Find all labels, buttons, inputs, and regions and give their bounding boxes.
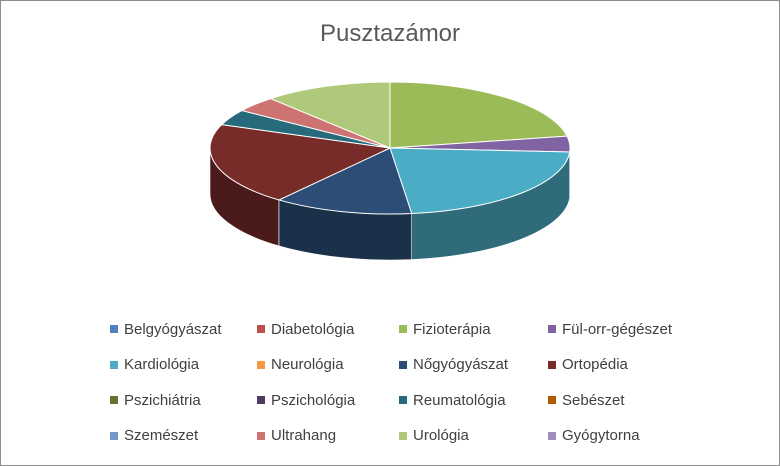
legend-label: Neurológia (271, 356, 344, 373)
legend-swatch (548, 396, 556, 404)
legend-swatch (110, 360, 118, 369)
legend-swatch (548, 325, 556, 333)
legend-label: Kardiológia (124, 356, 200, 373)
legend-swatch (257, 396, 265, 404)
legend-label: Urológia (413, 427, 469, 444)
legend-label: Reumatológia (413, 391, 506, 409)
legend-label: Ortopédia (562, 356, 628, 373)
legend-item: Sebészet (548, 391, 708, 409)
legend-item: Pszichológia (257, 391, 399, 409)
legend-item: Kardiológia (110, 356, 257, 374)
legend-swatch (399, 360, 407, 369)
pie-slice-urológia (269, 81, 391, 149)
legend-swatch (399, 396, 407, 404)
chart-legend: Belgyógyászat Diabetológia Fizioterápia Fül… (110, 320, 740, 445)
legend-label: Sebészet (562, 391, 625, 409)
pie-slice-nőgyógyászat (277, 147, 413, 215)
legend-item: Ortopédia (548, 356, 708, 374)
legend-label: Szemészet (124, 427, 199, 444)
pie-slice-fizioterápia (389, 81, 568, 149)
legend-swatch (548, 360, 556, 369)
legend-swatch (548, 431, 556, 440)
legend-item: Reumatológia (399, 391, 548, 409)
legend-swatch (110, 396, 118, 404)
legend-label: Ultrahang (271, 427, 337, 444)
legend-item: Fizioterápia (399, 320, 548, 338)
legend-label: Belgyógyászat (124, 320, 222, 338)
chart-title: Pusztazámor (319, 20, 461, 47)
legend-item: Belgyógyászat (110, 320, 257, 338)
legend-item: Diabetológia (257, 320, 399, 338)
legend-item: Gyógytorna (548, 427, 708, 445)
legend-item: Ultrahang (257, 427, 399, 445)
legend-label: Fül-orr-gégészet (562, 320, 673, 338)
legend-item: Neurológia (257, 356, 399, 374)
legend-label: Nőgyógyászat (413, 356, 509, 373)
legend-swatch (110, 431, 118, 440)
legend-swatch (110, 325, 118, 333)
legend-item: Nőgyógyászat (399, 356, 548, 374)
legend-swatch (257, 431, 265, 440)
legend-label: Diabetológia (271, 320, 355, 338)
pie-slice-kardiológia (389, 147, 571, 215)
legend-item: Pszichiátria (110, 391, 257, 409)
legend-swatch (399, 431, 407, 440)
pie-slice-ortopédia (209, 124, 392, 201)
legend-label: Pszichológia (271, 391, 356, 409)
legend-label: Pszichiátria (124, 391, 201, 409)
legend-item: Szemészet (110, 427, 257, 445)
legend-swatch (257, 325, 265, 333)
legend-item: Fül-orr-gégészet (548, 320, 708, 338)
legend-swatch (257, 360, 265, 369)
legend-swatch (399, 325, 407, 333)
legend-label: Gyógytorna (562, 427, 640, 444)
legend-item: Urológia (399, 427, 548, 445)
legend-label: Fizioterápia (413, 320, 491, 338)
